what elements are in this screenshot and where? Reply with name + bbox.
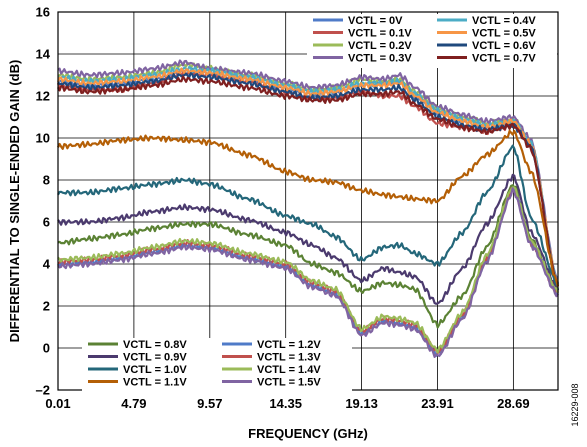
y-tick-label: 14 xyxy=(36,47,51,62)
y-tick-label: 4 xyxy=(43,257,51,272)
x-tick-label: 9.57 xyxy=(197,396,222,411)
series-line xyxy=(57,129,560,287)
legend-entry: VCTL = 1.0V xyxy=(123,364,187,376)
y-tick-label: 8 xyxy=(43,173,50,188)
x-axis-label: FREQUENCY (GHz) xyxy=(248,426,368,441)
series-line xyxy=(57,187,559,357)
legend-entry: VCTL = 0.6V xyxy=(472,40,536,52)
legend-entry: VCTL = 0.9V xyxy=(123,352,187,364)
figure-id: 16229-008 xyxy=(570,383,580,426)
y-tick-label: 6 xyxy=(43,215,50,230)
x-tick-label: 28.69 xyxy=(497,396,530,411)
x-tick-label: 14.35 xyxy=(269,396,302,411)
x-tick-label: 0.01 xyxy=(45,396,70,411)
legend-entry: VCTL = 0.1V xyxy=(348,28,412,40)
legend-entry: VCTL = 0.4V xyxy=(472,15,536,27)
series-line xyxy=(57,144,559,286)
series-line xyxy=(57,187,559,358)
series-line xyxy=(57,187,559,355)
x-tick-label: 19.13 xyxy=(345,396,378,411)
y-tick-label: 16 xyxy=(36,5,50,20)
y-tick-label: 2 xyxy=(43,299,50,314)
x-tick-label: 23.91 xyxy=(421,396,454,411)
series-line xyxy=(57,186,560,354)
legend-entry: VCTL = 0.5V xyxy=(472,28,536,40)
legend-background xyxy=(82,338,352,392)
grid-lines xyxy=(58,12,558,390)
y-tick-label: –2 xyxy=(36,383,50,398)
plot-frame xyxy=(57,11,559,391)
series-line xyxy=(57,173,559,305)
legend-entry: VCTL = 1.2V xyxy=(257,339,321,351)
legend-entry: VCTL = 0.2V xyxy=(348,40,412,52)
y-axis-label: DIFFERENTIAL TO SINGLE-ENDED GAIN (dB) xyxy=(7,60,22,343)
series-line xyxy=(57,72,560,291)
legend-entry: VCTL = 1.4V xyxy=(257,364,321,376)
legend-entry: VCTL = 1.1V xyxy=(123,377,187,389)
series-lines xyxy=(56,59,560,358)
legend-entry: VCTL = 0.8V xyxy=(123,339,187,351)
legend-entry: VCTL = 0V xyxy=(348,15,403,27)
series-line xyxy=(57,184,559,329)
series-line xyxy=(56,67,560,286)
y-tick-label: 10 xyxy=(36,131,50,146)
series-line xyxy=(57,75,559,287)
legend-background xyxy=(307,14,557,68)
x-tick-label: 4.79 xyxy=(121,396,146,411)
y-tick-label: 12 xyxy=(36,89,50,104)
series-line xyxy=(57,59,560,284)
y-tick-label: 0 xyxy=(43,341,50,356)
legend-entry: VCTL = 1.3V xyxy=(257,352,321,364)
legend-entry: VCTL = 1.5V xyxy=(257,377,321,389)
y-tick-labels: –2 0 2 4 6 8 10 12 14 16 xyxy=(36,5,51,398)
x-tick-labels: 0.01 4.79 9.57 14.35 19.13 23.91 28.69 xyxy=(45,396,529,411)
legend-entry: VCTL = 0.7V xyxy=(472,53,536,65)
legend-entry: VCTL = 0.3V xyxy=(348,53,412,65)
